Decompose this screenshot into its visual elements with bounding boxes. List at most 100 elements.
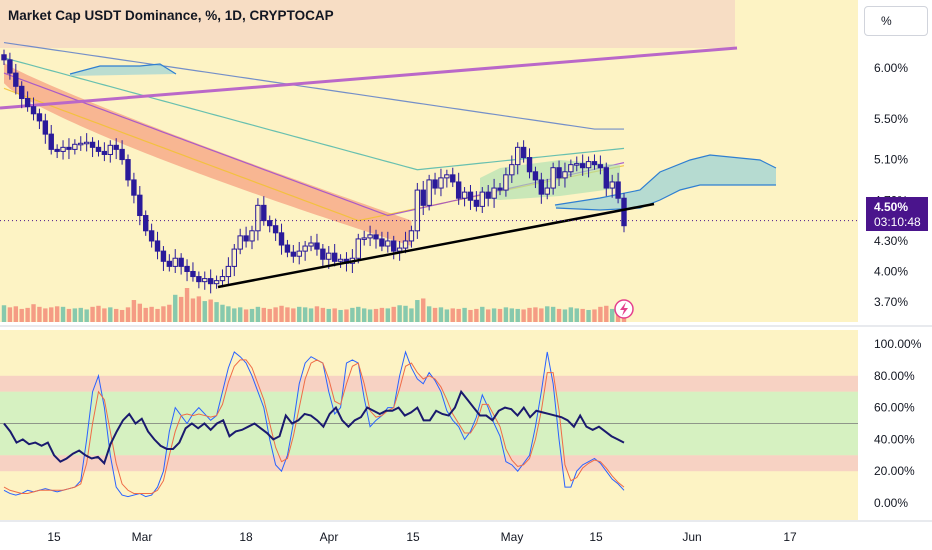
candle-body	[473, 199, 480, 207]
candle-body	[562, 171, 568, 179]
volume-bar	[521, 309, 526, 322]
volume-bar	[208, 299, 213, 322]
volume-bar	[178, 296, 184, 322]
oscillator-series-d	[3, 359, 625, 494]
volume-bar	[119, 309, 125, 322]
volume-bar	[456, 308, 461, 322]
volume-bar	[161, 306, 166, 322]
candle-body	[213, 280, 220, 285]
candle-body	[166, 260, 173, 267]
candle-body	[556, 167, 562, 179]
volume-bar	[214, 302, 219, 322]
oscillator-tick-label: 80.00%	[874, 369, 915, 383]
candle-body	[125, 159, 131, 181]
volume-bar	[421, 298, 426, 322]
candle-body	[497, 187, 503, 191]
volume-bar	[462, 307, 467, 322]
candle-body	[172, 257, 178, 267]
oscillator-tick-label: 20.00%	[874, 464, 915, 478]
candle-body	[609, 181, 615, 189]
candle-body	[420, 189, 426, 206]
candle-body	[538, 179, 545, 195]
volume-bar	[598, 306, 603, 322]
candle-body	[455, 181, 462, 199]
volume-bar	[450, 308, 455, 322]
volume-bar	[13, 306, 19, 322]
volume-bar	[609, 308, 615, 322]
lightning-bolt-icon	[614, 299, 634, 319]
candle-body	[450, 174, 456, 183]
candle-body	[302, 245, 308, 252]
candle-body	[131, 179, 137, 196]
candle-body	[207, 278, 214, 285]
volume-bar	[60, 306, 66, 322]
volume-bar	[237, 307, 243, 322]
volume-bar	[409, 308, 414, 322]
price-tick-label: 4.30%	[874, 234, 908, 248]
bar-countdown: 03:10:48	[874, 215, 921, 229]
volume-bar	[397, 305, 402, 322]
candle-body	[7, 59, 13, 74]
candle-body	[255, 204, 261, 232]
candle-body	[355, 238, 361, 259]
candle-body	[568, 164, 574, 173]
candle-body	[414, 189, 421, 232]
candle-body	[243, 235, 249, 242]
volume-bar	[66, 308, 72, 322]
candle-body	[438, 177, 444, 189]
volume-bar	[167, 304, 172, 322]
candle-body	[101, 150, 108, 155]
oscillator-series-oscillator	[3, 389, 625, 466]
candle-body	[113, 144, 119, 150]
candle-body	[178, 257, 184, 267]
volume-bar	[403, 305, 408, 322]
volume-bar	[78, 307, 83, 322]
volume-bar	[485, 309, 491, 322]
candle-body	[202, 278, 208, 283]
volume-bar	[149, 306, 154, 322]
candle-body	[426, 179, 432, 206]
candle-body	[396, 247, 403, 252]
volume-bar	[1, 305, 7, 322]
candle-body	[219, 276, 226, 282]
volume-bar	[367, 309, 373, 322]
candle-body	[19, 85, 25, 100]
volume-bar	[84, 309, 89, 322]
volume-bar	[527, 307, 532, 322]
ma-line-teal	[3, 57, 625, 171]
candle-body	[621, 197, 627, 227]
volume-bar	[533, 307, 538, 322]
candle-body	[520, 146, 527, 159]
candle-body	[1, 54, 7, 61]
candle-body	[60, 146, 66, 152]
volume-bar	[391, 306, 396, 322]
last-price-badge: 4.50% 03:10:48	[866, 197, 928, 231]
volume-bar	[338, 309, 343, 322]
volume-bar	[7, 307, 13, 322]
candle-body	[184, 265, 190, 272]
volume-bar	[143, 307, 148, 322]
volume-bar	[291, 308, 296, 322]
volume-bar	[474, 308, 479, 322]
support-trendline	[217, 202, 655, 289]
candle-body	[597, 164, 604, 169]
volume-bar	[332, 308, 337, 322]
volume-bar	[539, 308, 544, 322]
oversold-band	[0, 455, 858, 472]
candle-body	[331, 252, 338, 262]
scale-percent-button[interactable]: %	[864, 6, 928, 36]
oscillator-tick-label: 40.00%	[874, 432, 915, 446]
volume-bar	[468, 309, 473, 322]
volume-bar	[173, 294, 178, 322]
volume-bar	[580, 308, 585, 322]
volume-bar	[226, 306, 231, 322]
volume-bar	[267, 308, 272, 322]
volume-bar	[96, 305, 101, 322]
price-tick-label: 6.00%	[874, 61, 908, 75]
oscillator-tick-label: 100.00%	[874, 337, 922, 351]
volume-bar	[184, 288, 190, 322]
candle-body	[13, 72, 19, 87]
candle-body	[467, 191, 474, 201]
candle-body	[408, 230, 415, 242]
